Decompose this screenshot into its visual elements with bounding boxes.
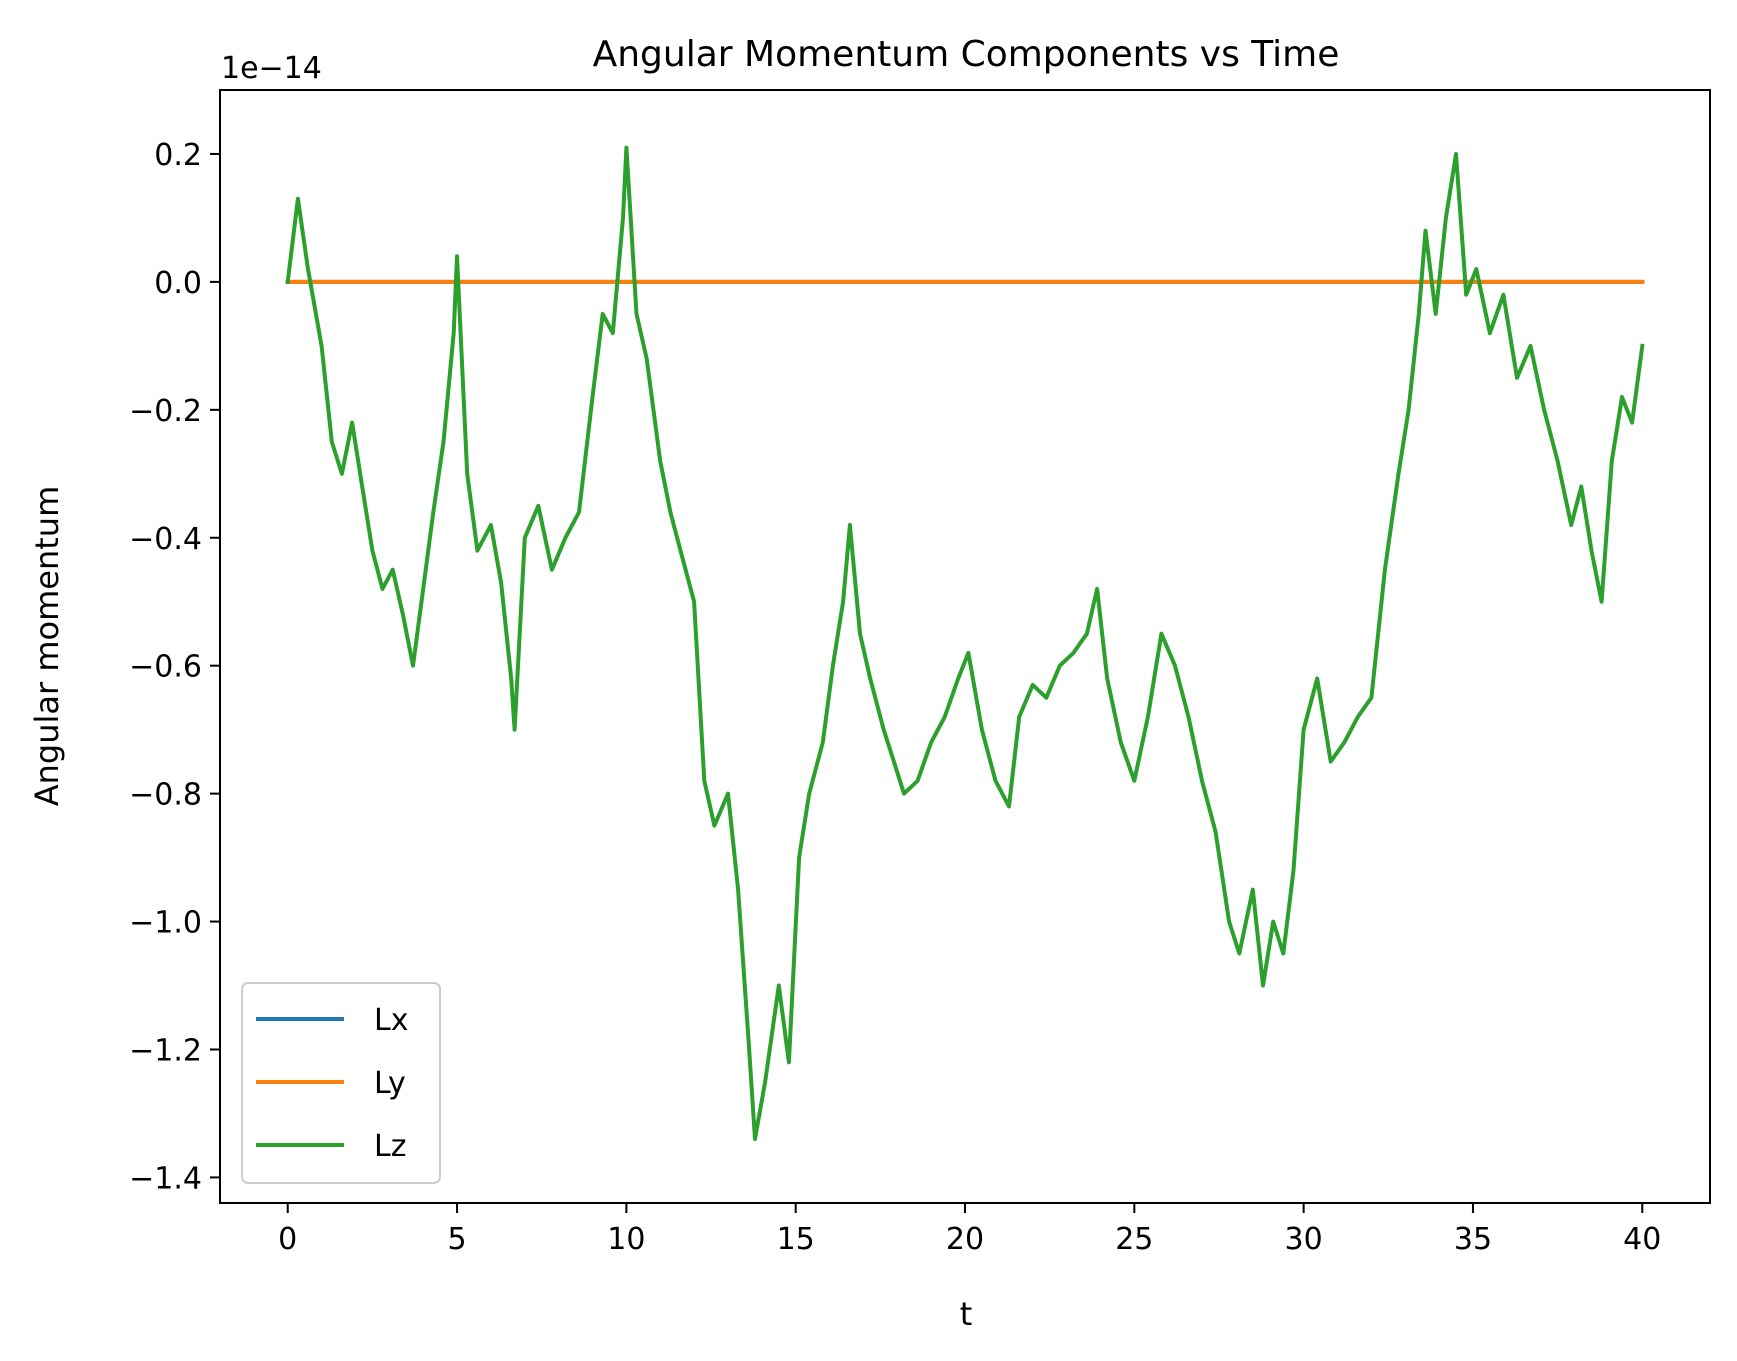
series-line-lz — [285, 145, 1645, 1141]
y-tick-label: −1.0 — [129, 906, 202, 941]
legend-label-ly: Ly — [374, 1066, 406, 1101]
x-tick-label: 35 — [1454, 1222, 1492, 1257]
x-tick-label: 20 — [946, 1222, 984, 1257]
x-tick-label: 40 — [1623, 1222, 1661, 1257]
y-tick-label: −1.4 — [129, 1161, 202, 1196]
x-axis: 0 5 10 15 20 25 30 35 40 — [278, 1203, 1661, 1257]
x-axis-label: t — [960, 1295, 973, 1333]
x-tick-label: 0 — [278, 1222, 297, 1257]
x-tick-label: 5 — [447, 1222, 466, 1257]
x-tick-label: 25 — [1115, 1222, 1153, 1257]
y-tick-label: −0.6 — [129, 650, 202, 685]
legend-label-lz: Lz — [374, 1129, 406, 1164]
chart-title: Angular Momentum Components vs Time — [593, 34, 1340, 75]
y-axis: 0.2 0.0 −0.2 −0.4 −0.6 −0.8 −1.0 −1.2 −1.4 — [129, 138, 220, 1196]
series-layer — [285, 145, 1645, 1141]
x-tick-label: 10 — [607, 1222, 645, 1257]
legend: Lx Ly Lz — [241, 982, 441, 1184]
y-offset-text: 1e−14 — [221, 51, 322, 86]
plot-area — [219, 89, 1711, 1204]
y-tick-label: 0.2 — [154, 138, 202, 173]
y-tick-label: 0.0 — [154, 266, 202, 301]
y-tick-label: −1.2 — [129, 1033, 202, 1068]
y-tick-label: −0.8 — [129, 778, 202, 813]
legend-label-lx: Lx — [374, 1003, 408, 1038]
x-tick-label: 30 — [1285, 1222, 1323, 1257]
y-axis-label: Angular momentum — [28, 486, 66, 806]
x-tick-label: 15 — [777, 1222, 815, 1257]
y-tick-label: −0.4 — [129, 522, 202, 557]
y-tick-label: −0.2 — [129, 394, 202, 429]
